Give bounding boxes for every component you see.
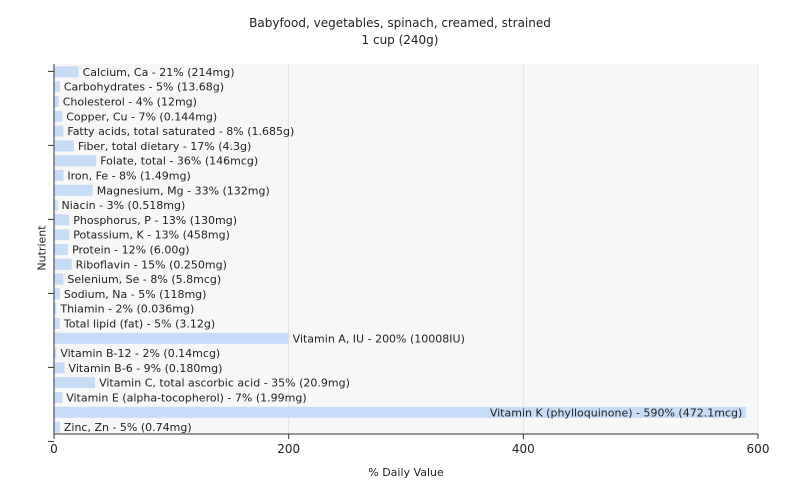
bar-label: Iron, Fe - 8% (1.49mg): [67, 170, 190, 183]
bar: [54, 184, 93, 196]
bar-label: Zinc, Zn - 5% (0.74mg): [64, 421, 192, 434]
bar: [54, 362, 65, 374]
bar: [54, 303, 57, 315]
bar-label: Vitamin B-6 - 9% (0.180mg): [69, 362, 223, 375]
bar: [54, 332, 289, 344]
bar: [54, 81, 60, 93]
bar-label: Selenium, Se - 8% (5.8mcg): [67, 273, 221, 286]
x-axis-label: % Daily Value: [368, 466, 444, 479]
bar: [54, 406, 747, 418]
bar-label: Vitamin K (phylloquinone) - 590% (472.1m…: [490, 406, 742, 419]
plot-background: [54, 64, 758, 434]
bar: [54, 199, 58, 211]
bar-label: Calcium, Ca - 21% (214mg): [83, 66, 235, 79]
bar-label: Vitamin B-12 - 2% (0.14mcg): [60, 347, 220, 360]
bar: [54, 229, 70, 241]
bar: [54, 377, 96, 389]
bar: [54, 155, 97, 167]
bar-label: Potassium, K - 13% (458mg): [73, 229, 230, 242]
bar-label: Phosphorus, P - 13% (130mg): [73, 214, 237, 227]
bar: [54, 140, 74, 152]
x-tick-label: 600: [747, 442, 770, 456]
bar-label: Vitamin C, total ascorbic acid - 35% (20…: [99, 377, 350, 390]
bar-label: Fatty acids, total saturated - 8% (1.685…: [67, 125, 294, 138]
bar-label: Riboflavin - 15% (0.250mg): [76, 258, 227, 271]
bar-label: Copper, Cu - 7% (0.144mg): [66, 110, 217, 123]
bar-label: Magnesium, Mg - 33% (132mg): [97, 184, 270, 197]
bar: [54, 288, 60, 300]
bar: [54, 347, 57, 359]
bar: [54, 244, 69, 255]
bar: [54, 110, 63, 122]
bar: [54, 96, 59, 107]
bar-label: Cholesterol - 4% (12mg): [63, 96, 197, 109]
x-tick-label: 400: [512, 442, 535, 456]
bar-label: Carbohydrates - 5% (13.68g): [64, 81, 224, 94]
bar: [54, 214, 70, 226]
bar-label: Folate, total - 36% (146mcg): [100, 155, 258, 168]
bar: [54, 258, 72, 270]
bar-label: Total lipid (fat) - 5% (3.12g): [63, 318, 215, 331]
bar: [54, 392, 63, 403]
bar-label: Vitamin A, IU - 200% (10008IU): [293, 332, 465, 345]
y-axis-label: Nutrient: [35, 225, 49, 271]
chart-subtitle: 1 cup (240g): [361, 33, 439, 47]
chart-title: Babyfood, vegetables, spinach, creamed, …: [249, 16, 551, 30]
bar-label: Vitamin E (alpha-tocopherol) - 7% (1.99m…: [66, 392, 306, 405]
x-tick-label: 200: [277, 442, 300, 456]
bar: [54, 170, 64, 181]
bar-label: Thiamin - 2% (0.036mg): [59, 303, 194, 316]
bar: [54, 125, 64, 137]
bar: [54, 66, 79, 78]
x-tick-label: 0: [50, 442, 58, 456]
bar-label: Protein - 12% (6.00g): [72, 244, 190, 257]
bar: [54, 273, 64, 285]
bar-label: Sodium, Na - 5% (118mg): [64, 288, 207, 301]
bar: [54, 318, 60, 329]
bar: [54, 421, 60, 433]
bar-label: Fiber, total dietary - 17% (4.3g): [78, 140, 251, 153]
bar-label: Niacin - 3% (0.518mg): [62, 199, 186, 212]
